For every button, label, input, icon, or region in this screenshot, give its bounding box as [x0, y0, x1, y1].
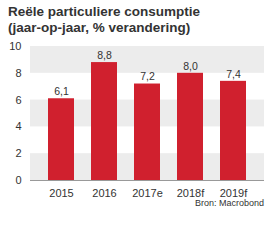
svg-text:7,4: 7,4: [226, 68, 241, 80]
svg-text:2016: 2016: [92, 187, 116, 199]
svg-text:4: 4: [15, 120, 21, 132]
svg-text:2017e: 2017e: [132, 187, 163, 199]
svg-text:8,8: 8,8: [97, 49, 112, 61]
svg-text:6: 6: [15, 94, 21, 106]
svg-text:2018f: 2018f: [177, 187, 205, 199]
html-text:(jaar-op-jaar, % verandering): (jaar-op-jaar, % verandering): [8, 20, 191, 35]
html-text:Reële particuliere consumptie: Reële particuliere consumptie: [8, 4, 201, 19]
svg-text:7,2: 7,2: [140, 70, 155, 82]
svg-text:2: 2: [15, 147, 21, 159]
svg-text:2015: 2015: [49, 187, 73, 199]
svg-text:2019f: 2019f: [220, 187, 248, 199]
html-text:Bron: Macrobond: Bron: Macrobond: [195, 198, 264, 208]
svg-text:8: 8: [15, 67, 21, 79]
svg-text:8,0: 8,0: [183, 60, 198, 72]
svg-text:0: 0: [15, 174, 21, 186]
svg-text:6,1: 6,1: [54, 85, 69, 97]
svg-text:10: 10: [9, 40, 21, 52]
